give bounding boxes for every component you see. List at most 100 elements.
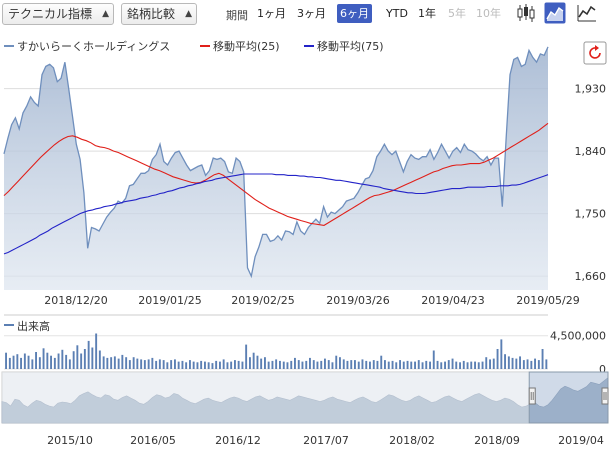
price-area-fill xyxy=(4,46,548,291)
volume-bar xyxy=(312,360,315,369)
volume-bar xyxy=(128,360,131,369)
volume-bar xyxy=(121,354,124,369)
ma25-series-line[interactable] xyxy=(3,122,549,226)
range-1-month-button[interactable]: 1ヶ月 xyxy=(257,7,286,20)
candlestick-icon[interactable] xyxy=(515,2,537,24)
volume-bar xyxy=(365,360,368,369)
line-chart-icon[interactable] xyxy=(576,2,598,24)
volume-bar xyxy=(155,360,158,369)
volume-bar xyxy=(530,360,533,369)
volume-bar xyxy=(279,360,281,369)
volume-bar xyxy=(339,357,341,369)
navigator-handle[interactable] xyxy=(528,387,536,405)
volume-bar xyxy=(541,349,544,369)
navigator-unselected-mask xyxy=(2,372,530,423)
volume-bar xyxy=(192,361,195,369)
volume-bar xyxy=(204,361,206,369)
volume-bar xyxy=(57,353,60,369)
date-tick-label: 2019/01/25 xyxy=(138,294,201,307)
range-3-month-button[interactable]: 3ヶ月 xyxy=(297,7,326,20)
volume-bar xyxy=(42,348,45,369)
navigator-tick-label: 2017/07 xyxy=(303,434,349,447)
volume-bar xyxy=(271,360,274,369)
volume-bar xyxy=(432,350,435,369)
volume-bar xyxy=(222,359,225,369)
volume-bar xyxy=(342,359,345,369)
range-10-year-button[interactable]: 10年 xyxy=(476,7,501,20)
volume-bar xyxy=(245,344,248,369)
volume-bar xyxy=(140,359,143,369)
volume-bar xyxy=(519,356,521,369)
volume-bar xyxy=(177,361,180,369)
volume-bar xyxy=(429,361,431,369)
compare-stock-dropdown[interactable]: 銘柄比較 ▲ xyxy=(121,3,197,25)
range-ytd-button[interactable]: YTD xyxy=(386,7,408,20)
volume-bar xyxy=(61,349,64,369)
updown-arrow-icon: ▲ xyxy=(102,9,109,19)
volume-bar xyxy=(162,360,165,369)
technical-indicator-dropdown[interactable]: テクニカル指標 ▲ xyxy=(2,3,114,25)
volume-bar xyxy=(275,359,278,369)
legend-price-label[interactable]: すかいらーくホールディングス xyxy=(17,39,170,53)
volume-bar xyxy=(489,359,491,369)
volume-bar xyxy=(136,358,139,369)
volume-bar xyxy=(447,360,450,369)
legend-ma75-label[interactable]: 移動平均(75) xyxy=(317,39,384,53)
range-5-year-button[interactable]: 5年 xyxy=(448,7,466,20)
volume-bar xyxy=(65,354,68,369)
volume-bar xyxy=(106,357,109,369)
navigator-handle[interactable] xyxy=(601,387,609,405)
volume-bar xyxy=(417,360,420,369)
volume-bar xyxy=(117,358,120,369)
range-6-month-button[interactable]: 6ヶ月 xyxy=(337,4,372,23)
volume-bar xyxy=(166,362,169,369)
volume-bar xyxy=(102,356,105,369)
volume-bar xyxy=(361,359,364,369)
range-1-year-button[interactable]: 1年 xyxy=(418,7,436,20)
navigator-tick-label: 2016/12 xyxy=(215,434,261,447)
volume-bar xyxy=(98,350,101,369)
reset-icon[interactable] xyxy=(583,41,607,65)
volume-bar xyxy=(113,356,116,369)
volume-bar xyxy=(12,355,15,369)
technical-indicator-label: テクニカル指標 xyxy=(8,7,93,21)
mountain-chart-icon[interactable] xyxy=(544,2,566,24)
range-navigator[interactable] xyxy=(1,371,609,424)
volume-bar xyxy=(241,361,244,369)
volume-bar xyxy=(522,360,525,369)
volume-bar xyxy=(335,355,338,369)
date-axis: 2018/12/20 2019/01/25 2019/02/25 2019/03/26… xyxy=(44,294,579,307)
volume-bar xyxy=(455,361,458,369)
volume-bar xyxy=(260,358,263,369)
ma75-series-line[interactable] xyxy=(3,173,549,255)
price-tick-label: 1,930 xyxy=(575,83,607,96)
volume-bar xyxy=(477,362,480,369)
navigator-axis: 2015/10 2016/05 2016/12 2017/07 2018/02 2018/… xyxy=(47,434,604,447)
volume-bar xyxy=(207,362,210,369)
volume-axis: 0 4,500,000 xyxy=(550,330,606,376)
price-series-line[interactable] xyxy=(3,46,549,279)
volume-bar xyxy=(350,360,353,369)
volume-bar xyxy=(91,347,94,369)
volume-bar xyxy=(297,360,300,369)
volume-title: 出来高 xyxy=(17,319,50,333)
volume-tick-label: 0 xyxy=(599,363,606,376)
volume-bar xyxy=(402,361,405,369)
volume-bar xyxy=(196,362,199,369)
volume-bar xyxy=(290,360,293,369)
date-tick-label: 2019/02/25 xyxy=(231,294,294,307)
volume-bar xyxy=(414,361,416,369)
volume-bars xyxy=(5,333,548,369)
volume-bar xyxy=(80,353,83,369)
navigator-tick-label: 2018/09 xyxy=(474,434,520,447)
volume-bar xyxy=(500,339,503,369)
volume-bar xyxy=(515,358,518,369)
volume-bar xyxy=(200,360,203,369)
legend-ma25-label[interactable]: 移動平均(25) xyxy=(213,39,280,53)
price-area xyxy=(3,46,549,291)
volume-bar xyxy=(226,362,229,369)
navigator-selection[interactable] xyxy=(528,371,609,424)
volume-bar xyxy=(327,360,330,369)
volume-bar xyxy=(526,359,529,369)
volume-bar xyxy=(237,360,240,369)
